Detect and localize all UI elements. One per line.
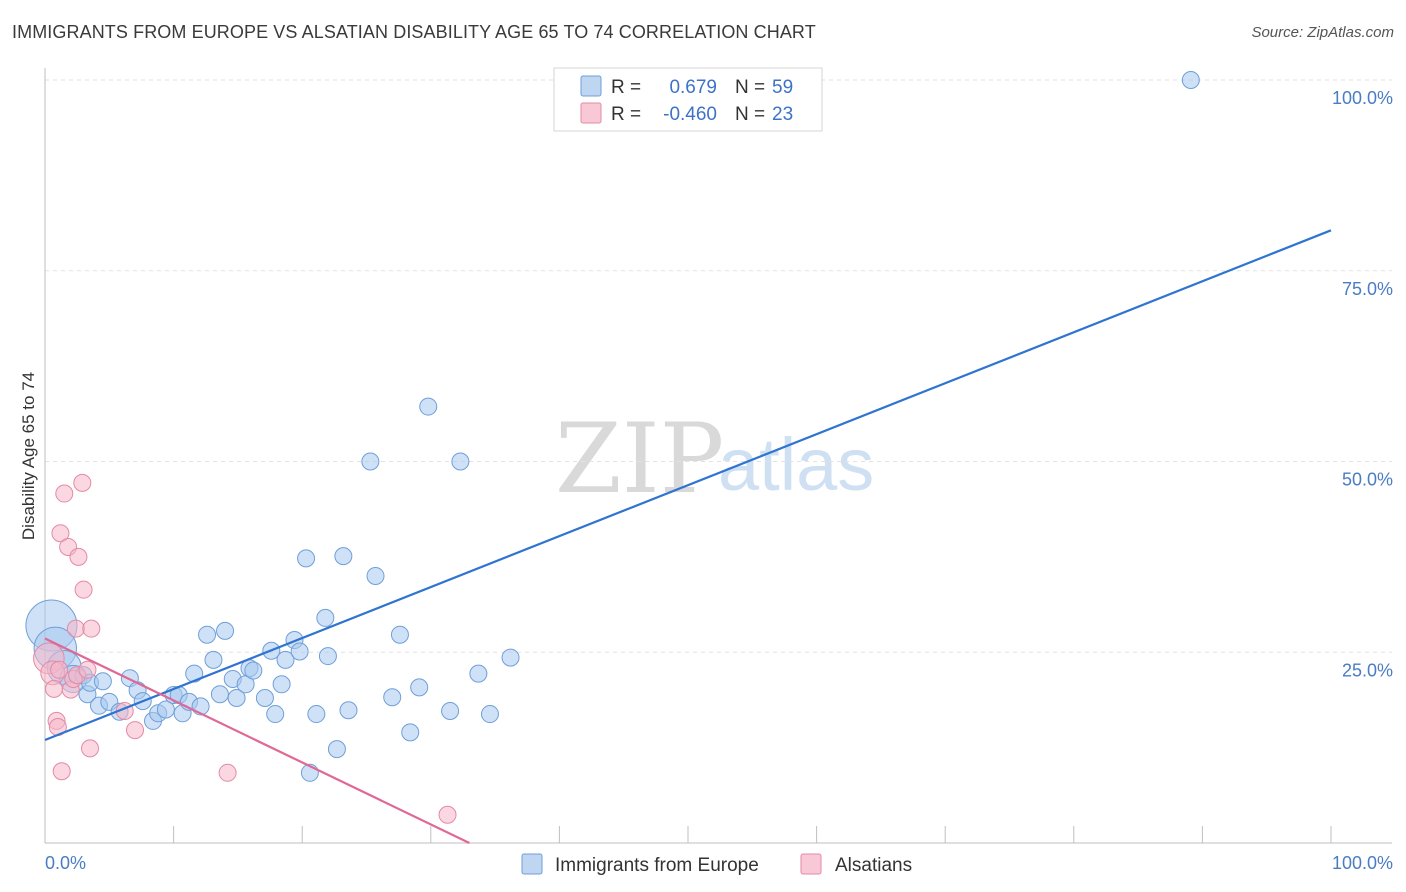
legend-n-value-immigrants: 59 — [772, 77, 793, 98]
legend-n-label-immigrants: N = — [735, 77, 765, 98]
point-immigrants-21 — [185, 664, 204, 683]
point-immigrants-44 — [327, 740, 346, 759]
point-immigrants-23 — [198, 625, 217, 644]
point-alsatians-6 — [51, 524, 70, 543]
legend-top: R = 0.679 N = 59 R = -0.460 N = 23 — [553, 67, 823, 132]
point-immigrants-51 — [401, 723, 420, 742]
legend-r-value-alsatians: -0.460 — [663, 104, 717, 125]
point-alsatians-21 — [126, 721, 145, 740]
legend-bottom: Immigrants from Europe Alsatians — [521, 853, 912, 876]
trend-lines — [44, 229, 1332, 844]
point-immigrants-50 — [390, 625, 409, 644]
point-alsatians-14 — [69, 547, 88, 566]
point-immigrants-32 — [255, 689, 274, 708]
point-immigrants-34 — [266, 705, 285, 724]
series-alsatians-points — [33, 473, 457, 824]
point-alsatians-17 — [78, 660, 97, 679]
point-immigrants-41 — [307, 705, 326, 724]
point-immigrants-57 — [480, 705, 499, 724]
point-immigrants-42 — [316, 608, 335, 627]
point-immigrants-45 — [334, 547, 353, 566]
point-alsatians-7 — [52, 762, 71, 781]
point-immigrants-54 — [441, 702, 460, 721]
x-ticks — [173, 826, 1332, 843]
axes — [44, 68, 1392, 844]
point-immigrants-28 — [227, 689, 246, 708]
y-tick-label-25: 25.0% — [1342, 660, 1393, 680]
point-immigrants-35 — [272, 675, 291, 694]
y-axis-title: Disability Age 65 to 74 — [19, 372, 38, 540]
y-tick-labels: 25.0% 50.0% 75.0% 100.0% — [1332, 88, 1393, 680]
grid-lines — [45, 79, 1392, 653]
legend-r-label-immigrants: R = — [611, 77, 641, 98]
watermark-atlas: atlas — [718, 423, 874, 506]
point-immigrants-36 — [276, 650, 295, 669]
point-alsatians-19 — [82, 619, 101, 638]
trend-line-alsatians — [44, 637, 470, 844]
legend-bottom-label-alsatians: Alsatians — [835, 855, 912, 876]
point-alsatians-23 — [438, 805, 457, 824]
point-alsatians-15 — [73, 473, 92, 492]
point-immigrants-43 — [318, 647, 337, 666]
legend-r-label-alsatians: R = — [611, 104, 641, 125]
point-alsatians-12 — [66, 619, 85, 638]
point-alsatians-5 — [50, 660, 69, 679]
point-immigrants-26 — [216, 621, 235, 640]
point-immigrants-39 — [297, 549, 316, 568]
point-immigrants-55 — [451, 452, 470, 471]
legend-n-value-alsatians: 23 — [772, 104, 793, 125]
point-immigrants-52 — [410, 678, 429, 697]
point-immigrants-38 — [290, 642, 309, 661]
legend-bottom-label-immigrants: Immigrants from Europe — [555, 855, 759, 876]
point-immigrants-49 — [383, 688, 402, 707]
y-tick-label-50: 50.0% — [1342, 470, 1393, 490]
point-immigrants-56 — [469, 664, 488, 683]
point-immigrants-8 — [93, 672, 112, 691]
point-immigrants-47 — [361, 452, 380, 471]
legend-n-label-alsatians: N = — [735, 104, 765, 125]
y-tick-label-75: 75.0% — [1342, 279, 1393, 299]
x-tick-label-max: 100.0% — [1332, 853, 1393, 873]
legend-r-value-immigrants: 0.679 — [669, 77, 717, 98]
legend-swatch-immigrants — [580, 75, 602, 97]
point-alsatians-18 — [81, 739, 100, 758]
point-immigrants-24 — [204, 650, 223, 669]
point-immigrants-53 — [419, 397, 438, 416]
y-tick-label-100: 100.0% — [1332, 88, 1393, 108]
point-alsatians-22 — [218, 763, 237, 782]
point-immigrants-25 — [210, 685, 229, 704]
legend-bottom-swatch-immigrants — [521, 853, 543, 875]
point-immigrants-58 — [501, 648, 520, 667]
trend-line-immigrants — [44, 229, 1332, 742]
point-immigrants-59 — [1181, 71, 1200, 89]
point-immigrants-31 — [244, 661, 263, 680]
source-credit: Source: ZipAtlas.com — [1251, 24, 1394, 41]
x-tick-label-min: 0.0% — [45, 853, 86, 873]
point-immigrants-46 — [339, 701, 358, 720]
point-immigrants-16 — [156, 700, 175, 719]
chart-title: IMMIGRANTS FROM EUROPE VS ALSATIAN DISAB… — [12, 22, 816, 42]
point-alsatians-8 — [55, 484, 74, 503]
legend-bottom-swatch-alsatians — [800, 853, 822, 875]
legend-swatch-alsatians — [580, 102, 602, 124]
point-immigrants-48 — [366, 566, 385, 585]
point-alsatians-16 — [74, 580, 93, 599]
point-alsatians-2 — [45, 679, 64, 698]
watermark-zip: ZIP — [555, 403, 724, 515]
